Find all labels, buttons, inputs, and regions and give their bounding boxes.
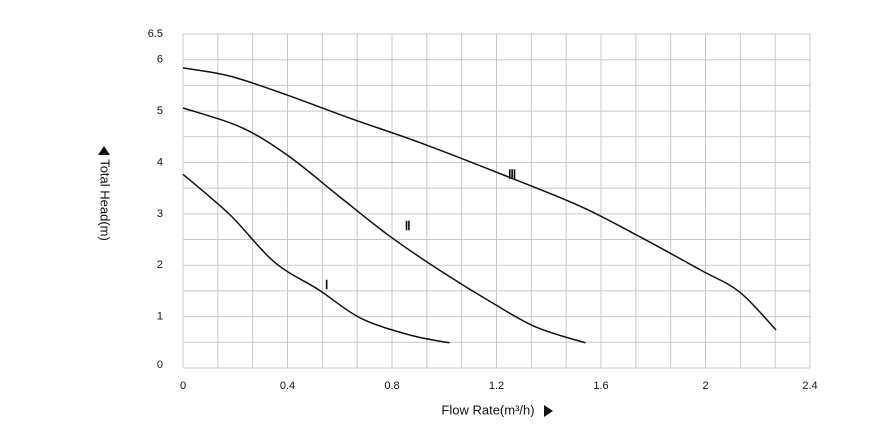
y-tick-label: 6.5 (148, 28, 163, 40)
curve-label: Ⅰ (325, 278, 329, 292)
x-tick-label: 0 (180, 380, 186, 392)
x-axis-arrow (544, 405, 553, 417)
y-tick-label: 6 (157, 54, 163, 66)
y-axis-label: Total Head(m) (98, 159, 113, 241)
y-tick-label: 0 (157, 359, 163, 371)
y-axis-label-group: Total Head(m) (98, 159, 113, 241)
x-tick-label: 2 (702, 380, 708, 392)
x-tick-label: 1.2 (489, 380, 504, 392)
x-tick-label: 2.4 (802, 380, 817, 392)
curve (182, 107, 586, 344)
x-tick-label: 0.4 (280, 380, 295, 392)
y-tick-label: 4 (157, 156, 163, 168)
curve (182, 67, 777, 331)
curve-label: Ⅲ (508, 167, 516, 181)
y-axis-arrow (98, 146, 110, 155)
y-tick-label: 3 (157, 208, 163, 220)
y-tick-label: 1 (157, 311, 163, 323)
y-tick-label: 5 (157, 105, 163, 117)
x-tick-label: 0.8 (384, 380, 399, 392)
curve (182, 173, 450, 344)
x-axis-label: Flow Rate(m³/h) (441, 402, 534, 417)
y-tick-label: 2 (157, 259, 163, 271)
curve-label: Ⅱ (405, 219, 411, 233)
x-tick-label: 1.6 (593, 380, 608, 392)
